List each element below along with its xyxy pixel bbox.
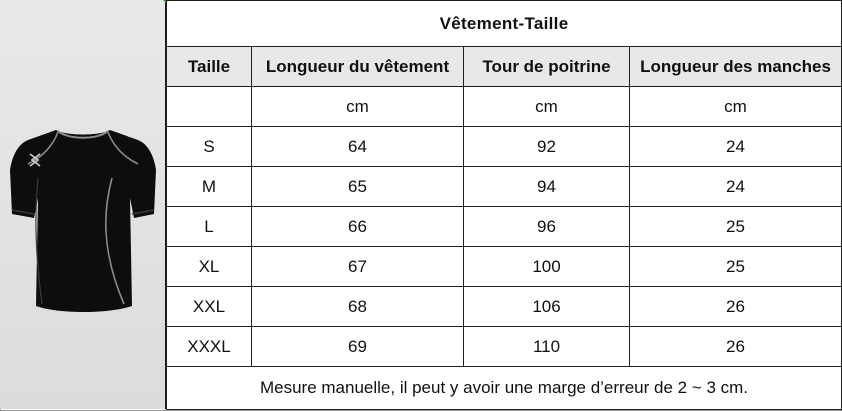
cell-garment-length: 64 bbox=[251, 126, 464, 167]
table-title: Vêtement-Taille bbox=[165, 0, 842, 47]
table-row: XL 67 100 25 bbox=[166, 246, 842, 287]
unit-garment-length: cm bbox=[251, 86, 464, 127]
cell-chest: 110 bbox=[463, 326, 630, 367]
header-row: Taille Longueur du vêtement Tour de poit… bbox=[166, 46, 842, 87]
table-row: L 66 96 25 bbox=[166, 206, 842, 247]
cell-size: S bbox=[166, 126, 252, 167]
shirt-sleeve-hem-right bbox=[131, 209, 155, 215]
cell-size: XXXL bbox=[166, 326, 252, 367]
cell-size: M bbox=[166, 166, 252, 207]
cell-sleeve-length: 24 bbox=[628, 166, 842, 207]
cell-size: XL bbox=[166, 246, 252, 287]
corner-marker bbox=[163, 0, 167, 4]
cell-chest: 106 bbox=[463, 286, 630, 327]
shirt-body bbox=[10, 130, 156, 312]
shirt-side-seam bbox=[105, 177, 125, 305]
note-row: Mesure manuelle, il peut y avoir une mar… bbox=[165, 366, 842, 410]
cell-sleeve-length: 26 bbox=[628, 326, 842, 367]
table-row: XXL 68 106 26 bbox=[166, 286, 842, 327]
title-row: Vêtement-Taille bbox=[165, 0, 842, 47]
cell-size: L bbox=[166, 206, 252, 247]
unit-sleeve-length: cm bbox=[628, 86, 842, 127]
cell-chest: 96 bbox=[463, 206, 630, 247]
shirt-image bbox=[10, 130, 156, 312]
size-table: Vêtement-Taille Taille Longueur du vêtem… bbox=[165, 0, 842, 410]
header-chest: Tour de poitrine bbox=[463, 46, 630, 87]
cell-sleeve-length: 25 bbox=[628, 206, 842, 247]
size-table-container: Vêtement-Taille Taille Longueur du vêtem… bbox=[165, 0, 842, 410]
unit-size bbox=[166, 86, 252, 127]
shirt-sleeve-hem-left bbox=[11, 209, 35, 215]
shirt-collar bbox=[57, 130, 109, 139]
header-garment-length: Longueur du vêtement bbox=[251, 46, 464, 87]
cell-garment-length: 66 bbox=[251, 206, 464, 247]
header-size: Taille bbox=[166, 46, 252, 87]
shirt-piping-left bbox=[27, 131, 59, 165]
cell-chest: 94 bbox=[463, 166, 630, 207]
cell-sleeve-length: 26 bbox=[628, 286, 842, 327]
table-row: S 64 92 24 bbox=[166, 126, 842, 167]
cell-chest: 92 bbox=[463, 126, 630, 167]
table-row: XXXL 69 110 26 bbox=[166, 326, 842, 367]
cell-garment-length: 67 bbox=[251, 246, 464, 287]
cell-size: XXL bbox=[166, 286, 252, 327]
measurement-note: Mesure manuelle, il peut y avoir une mar… bbox=[165, 366, 842, 410]
cell-garment-length: 65 bbox=[251, 166, 464, 207]
x-logo-icon bbox=[29, 153, 41, 167]
header-sleeve-length: Longueur des manches bbox=[628, 46, 842, 87]
shirt-side-seam-left bbox=[35, 177, 43, 305]
shirt-piping-right bbox=[107, 131, 139, 165]
cell-sleeve-length: 25 bbox=[628, 246, 842, 287]
unit-chest: cm bbox=[463, 86, 630, 127]
cell-garment-length: 68 bbox=[251, 286, 464, 327]
table-row: M 65 94 24 bbox=[166, 166, 842, 207]
cell-chest: 100 bbox=[463, 246, 630, 287]
cell-sleeve-length: 24 bbox=[628, 126, 842, 167]
product-photo-panel bbox=[0, 0, 166, 409]
units-row: cm cm cm bbox=[166, 86, 842, 127]
cell-garment-length: 69 bbox=[251, 326, 464, 367]
